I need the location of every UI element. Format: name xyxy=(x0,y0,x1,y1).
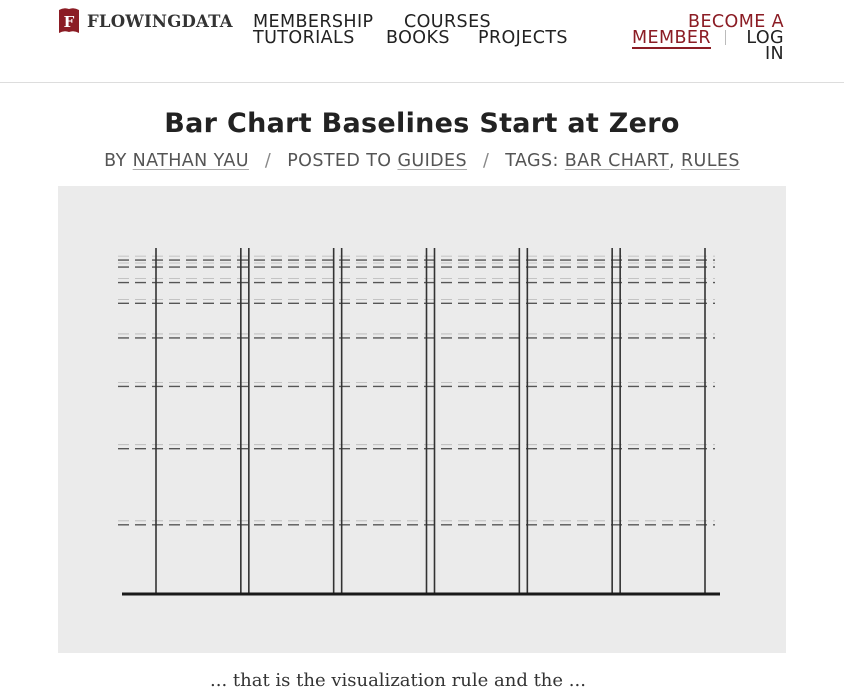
byline-separator: / xyxy=(483,151,490,171)
nav-link-books[interactable]: BOOKS xyxy=(386,28,450,48)
figure-illustration xyxy=(118,248,720,596)
post-excerpt: ... that is the visualization rule and t… xyxy=(210,670,586,691)
tag-comma: , xyxy=(669,151,675,171)
post-byline: BY NATHAN YAU / POSTED TO GUIDES / TAGS:… xyxy=(0,151,844,171)
become-member-link[interactable]: BECOME A xyxy=(688,12,784,32)
post-figure xyxy=(58,186,786,653)
by-label: BY xyxy=(104,151,127,171)
site-logo[interactable]: F FLOWINGDATA xyxy=(58,6,233,36)
site-header: F FLOWINGDATA MEMBERSHIP COURSES TUTORIA… xyxy=(0,0,844,83)
login-link-line2[interactable]: IN xyxy=(764,44,784,64)
nav-link-tutorials[interactable]: TUTORIALS xyxy=(253,28,355,48)
post-title: Bar Chart Baselines Start at Zero xyxy=(0,108,844,139)
tag-link-rules[interactable]: RULES xyxy=(680,151,740,171)
byline-separator: / xyxy=(264,151,272,171)
svg-text:F: F xyxy=(64,13,75,31)
login-link[interactable]: LOG xyxy=(746,28,784,48)
posted-to-label: POSTED TO xyxy=(287,151,392,171)
category-link[interactable]: GUIDES xyxy=(397,151,468,171)
become-member-link-line2[interactable]: MEMBER xyxy=(632,28,711,49)
logo-wordmark: FLOWINGDATA xyxy=(87,11,233,31)
nav-link-membership[interactable]: MEMBERSHIP xyxy=(253,12,374,32)
flowingdata-logo-icon: F xyxy=(59,8,79,33)
account-separator xyxy=(725,30,726,45)
tags-label: TAGS: xyxy=(505,151,559,171)
author-link[interactable]: NATHAN YAU xyxy=(132,151,249,171)
nav-link-projects[interactable]: PROJECTS xyxy=(478,28,568,48)
tag-link-bar-chart[interactable]: BAR CHART xyxy=(564,151,670,171)
nav-link-courses[interactable]: COURSES xyxy=(404,12,492,32)
post-title-text: Bar Chart Baselines Start at Zero xyxy=(164,108,680,139)
